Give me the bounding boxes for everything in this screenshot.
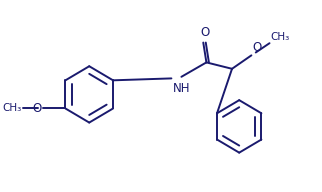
Text: O: O xyxy=(253,41,262,54)
Text: CH₃: CH₃ xyxy=(3,103,22,113)
Text: O: O xyxy=(33,102,42,115)
Text: NH: NH xyxy=(173,82,190,95)
Text: CH₃: CH₃ xyxy=(270,32,290,42)
Text: O: O xyxy=(200,26,209,39)
